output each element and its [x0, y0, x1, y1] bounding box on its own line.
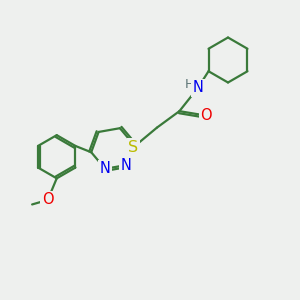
Text: O: O — [42, 193, 53, 208]
Text: N: N — [100, 161, 110, 176]
Text: O: O — [201, 108, 212, 123]
Text: N: N — [193, 80, 203, 95]
Text: H: H — [185, 78, 195, 91]
Text: N: N — [121, 158, 132, 172]
Text: S: S — [128, 140, 139, 155]
